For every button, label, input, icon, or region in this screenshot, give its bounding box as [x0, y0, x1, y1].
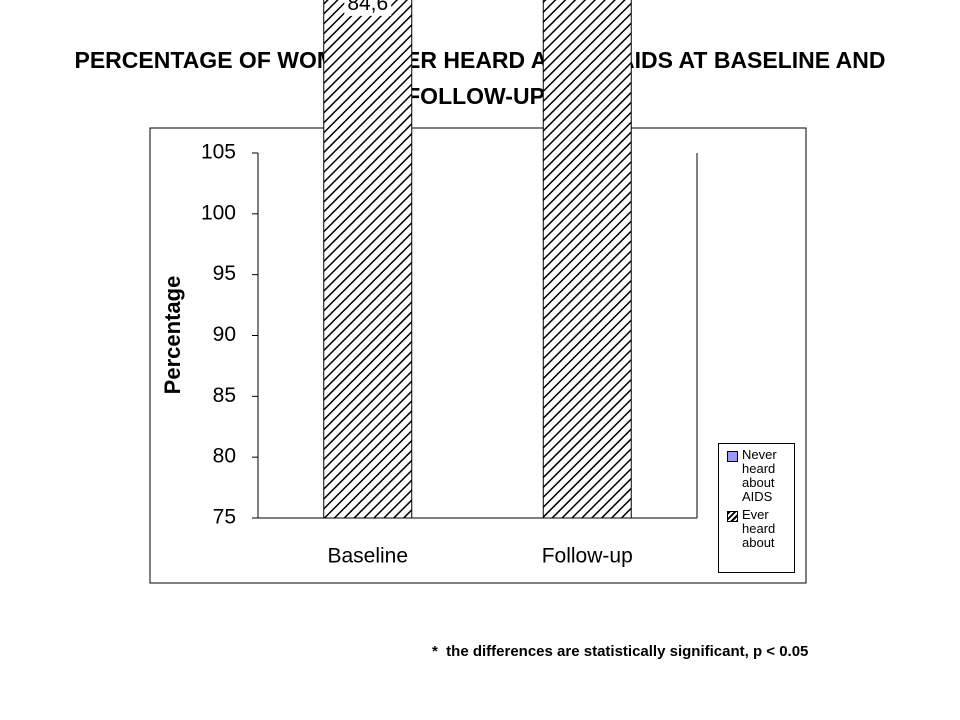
y-tick-label: 105 [201, 141, 236, 164]
y-tick-label: 75 [213, 506, 236, 529]
legend: Never heard about AIDS Ever heard about [718, 443, 795, 573]
chart-title: PERCENTAGE OF WOMEN EVER HEARD ABOUT AID… [74, 47, 886, 109]
y-axis-label: Percentage [160, 276, 185, 395]
bar-segment [323, 0, 413, 519]
legend-label: Ever heard about [742, 507, 776, 550]
x-tick-label: Baseline [327, 545, 408, 568]
data-label: 84,6 [347, 0, 388, 15]
legend-entry: Never heard about AIDS [719, 448, 794, 504]
y-tick-label: 85 [213, 384, 236, 407]
plot-frame [149, 127, 807, 584]
x-tick-label: Follow-up [542, 545, 633, 568]
legend-label: Never heard about AIDS [742, 447, 777, 504]
y-tick-label: 90 [213, 323, 236, 346]
data-label-box [344, 0, 392, 16]
footnote: * the differences are statistically sign… [432, 643, 809, 660]
legend-swatch [727, 511, 738, 522]
legend-swatch [727, 451, 738, 462]
legend-entry: Ever heard about [719, 508, 794, 550]
y-tick-label: 80 [213, 445, 236, 468]
bar-segment [542, 0, 632, 519]
y-tick-label: 95 [213, 262, 236, 285]
y-tick-label: 100 [201, 201, 236, 224]
